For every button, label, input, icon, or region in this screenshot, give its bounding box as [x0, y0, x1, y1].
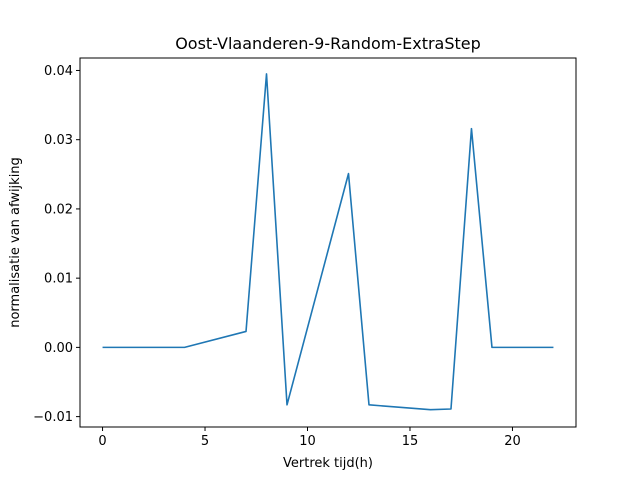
plot-area	[102, 73, 554, 411]
chart-title: Oost-Vlaanderen-9-Random-ExtraStep	[175, 34, 481, 53]
x-axis-label: Vertrek tijd(h)	[283, 456, 373, 471]
x-tick-label: 5	[201, 434, 209, 449]
x-tick-label: 10	[299, 434, 316, 449]
y-axis-ticks: −0.01 0.00 0.01 0.02 0.03 0.04	[33, 64, 80, 425]
y-tick-label: 0.01	[44, 272, 73, 287]
y-tick-label: 0.04	[44, 64, 73, 79]
x-tick-label: 15	[402, 434, 419, 449]
y-tick-label: −0.01	[33, 410, 73, 425]
axes-frame	[79, 57, 577, 428]
y-axis-label: normalisatie van afwijking	[8, 157, 23, 328]
x-tick-label: 20	[504, 434, 521, 449]
y-tick-label: 0.00	[44, 341, 73, 356]
x-axis-ticks: 0 5 10 15 20	[98, 427, 521, 449]
x-tick-label: 0	[98, 434, 106, 449]
y-tick-label: 0.03	[44, 133, 73, 148]
y-tick-label: 0.02	[44, 202, 73, 217]
series-line-0	[102, 73, 554, 411]
